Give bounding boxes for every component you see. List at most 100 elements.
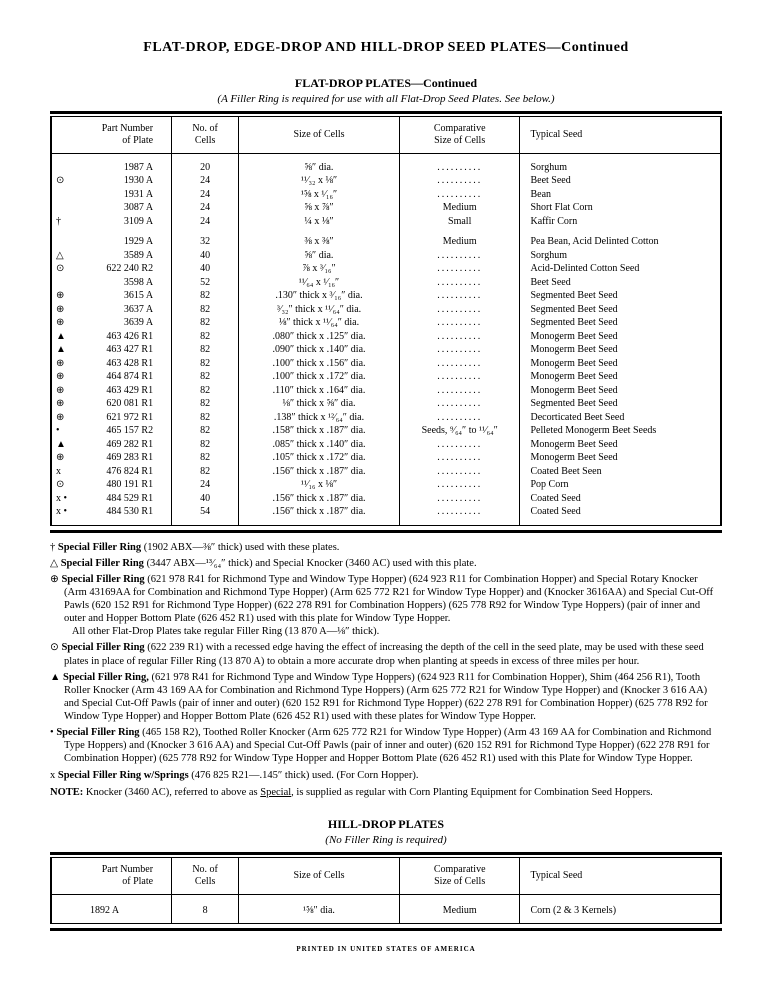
cell-cells: 82 [172,425,239,439]
cell-size: .110″ thick x .164″ dia. [239,384,400,398]
cell-seed: Corn (2 & 3 Kernels) [520,894,721,924]
cell-seed: Sorghum [520,249,721,263]
cell-part: 1892 A [51,894,172,924]
cell-cells: 24 [172,202,239,216]
table-row: ⊕621 972 R182.138″ thick x ¹²⁄₆₄″ dia...… [51,411,721,425]
table-row: ⊕620 081 R182⅛″ thick x ⅝″ dia..........… [51,398,721,412]
cell-part: x476 824 R1 [51,465,172,479]
cell-part: 3598 A [51,276,172,290]
cell-part: ⊕463 428 R1 [51,357,172,371]
table-row: ▲463 427 R182.090″ thick x .140″ dia....… [51,344,721,358]
page-title: FLAT-DROP, EDGE-DROP AND HILL-DROP SEED … [50,40,722,56]
cell-comp: .......... [399,276,520,290]
cell-size: ¹¹⁄₃₂ x ⅛″ [239,175,400,189]
hill-drop-subtitle: (No Filler Ring is required) [50,834,722,846]
cell-comp: .......... [399,161,520,175]
cell-cells: 82 [172,330,239,344]
table-row: x476 824 R182.156″ thick x .187″ dia....… [51,465,721,479]
cell-comp: .......... [399,290,520,304]
table-row: 1892 A 8 ¹⅝″ dia. Medium Corn (2 & 3 Ker… [51,894,721,924]
table-row: ⊕3639 A82⅛″ thick x ¹¹⁄₆₄″ dia..........… [51,317,721,331]
cell-cells: 82 [172,344,239,358]
table-row: ▲469 282 R182.085″ thick x .140″ dia....… [51,438,721,452]
cell-comp: .......... [399,303,520,317]
th-seed: Typical Seed [520,857,721,894]
th-part: Part Numberof Plate [51,117,172,154]
note-item: • Special Filler Ring (465 158 R2), Toot… [50,726,722,765]
cell-size: .156″ thick x .187″ dia. [239,465,400,479]
cell-comp: Small [399,215,520,229]
divider [50,111,722,114]
cell-comp: .......... [399,384,520,398]
cell-cells: 82 [172,465,239,479]
table-row: 1987 A20⅝″ dia...........Sorghum [51,161,721,175]
cell-size: ⅝ x ⅞″ [239,202,400,216]
note-final: NOTE: Knocker (3460 AC), referred to abo… [50,786,722,799]
th-comp: ComparativeSize of Cells [399,857,520,894]
table-row: 3087 A24⅝ x ⅞″MediumShort Flat Corn [51,202,721,216]
table-row: 1929 A32⅜ x ⅜″MediumPea Bean, Acid Delin… [51,236,721,250]
cell-seed: Acid-Delinted Cotton Seed [520,263,721,277]
th-seed: Typical Seed [520,117,721,154]
cell-part: ▲469 282 R1 [51,438,172,452]
flat-drop-title: FLAT-DROP PLATES—Continued [50,76,722,91]
cell-cells: 82 [172,452,239,466]
cell-cells: 82 [172,438,239,452]
cell-size: .090″ thick x .140″ dia. [239,344,400,358]
cell-comp: .......... [399,438,520,452]
table-row: ⊕469 283 R182.105″ thick x .172″ dia....… [51,452,721,466]
cell-cells: 54 [172,506,239,526]
flat-drop-table: Part Numberof Plate No. ofCells Size of … [50,116,722,526]
cell-seed: Monogerm Beet Seed [520,384,721,398]
cell-cells: 40 [172,492,239,506]
th-cells: No. ofCells [172,857,239,894]
hill-drop-title: HILL-DROP PLATES [50,817,722,832]
cell-part: ⊕3615 A [51,290,172,304]
cell-comp: .......... [399,479,520,493]
cell-size: ¼ x ⅛″ [239,215,400,229]
cell-size: ⅛″ thick x ¹¹⁄₆₄″ dia. [239,317,400,331]
cell-cells: 20 [172,161,239,175]
cell-cells: 24 [172,188,239,202]
cell-comp: .......... [399,398,520,412]
note-item: † Special Filler Ring (1902 ABX—⅜″ thick… [50,541,722,554]
cell-comp: Medium [399,894,520,924]
table-row: ⊕464 874 R182.100″ thick x .172″ dia....… [51,371,721,385]
cell-part: x •484 530 R1 [51,506,172,526]
table-row: ⊕463 428 R182.100″ thick x .156″ dia....… [51,357,721,371]
cell-comp: .......... [399,249,520,263]
cell-cells: 40 [172,249,239,263]
cell-part: ▲463 427 R1 [51,344,172,358]
cell-seed: Monogerm Beet Seed [520,452,721,466]
cell-cells: 40 [172,263,239,277]
th-size: Size of Cells [239,117,400,154]
cell-comp: .......... [399,317,520,331]
cell-part: ⊕621 972 R1 [51,411,172,425]
cell-part: ⊕620 081 R1 [51,398,172,412]
cell-seed: Coated Beet Seen [520,465,721,479]
cell-size: ¹¹⁄₁₆ x ⅛″ [239,479,400,493]
cell-cells: 82 [172,303,239,317]
cell-size: .130″ thick x ³⁄₁₆″ dia. [239,290,400,304]
cell-size: ¹⅝″ dia. [239,894,400,924]
th-comp: ComparativeSize of Cells [399,117,520,154]
table-row: •465 157 R282.158″ thick x .187″ dia.See… [51,425,721,439]
cell-size: ⅞ x ³⁄₁₆″ [239,263,400,277]
table-row: ⊕463 429 R182.110″ thick x .164″ dia....… [51,384,721,398]
cell-seed: Coated Seed [520,506,721,526]
cell-size: ⅝″ dia. [239,249,400,263]
cell-part: ⊕469 283 R1 [51,452,172,466]
cell-seed: Monogerm Beet Seed [520,371,721,385]
table-row: †3109 A24¼ x ⅛″SmallKaffir Corn [51,215,721,229]
cell-part: •465 157 R2 [51,425,172,439]
note-item: ▲ Special Filler Ring, (621 978 R41 for … [50,671,722,724]
cell-part: 1931 A [51,188,172,202]
cell-seed: Decorticated Beet Seed [520,411,721,425]
note-item: △ Special Filler Ring (3447 ABX—¹³⁄₆₄″ t… [50,557,722,570]
cell-seed: Beet Seed [520,276,721,290]
th-cells: No. ofCells [172,117,239,154]
divider [50,928,722,931]
cell-seed: Segmented Beet Seed [520,398,721,412]
cell-cells: 24 [172,215,239,229]
cell-size: .085″ thick x .140″ dia. [239,438,400,452]
